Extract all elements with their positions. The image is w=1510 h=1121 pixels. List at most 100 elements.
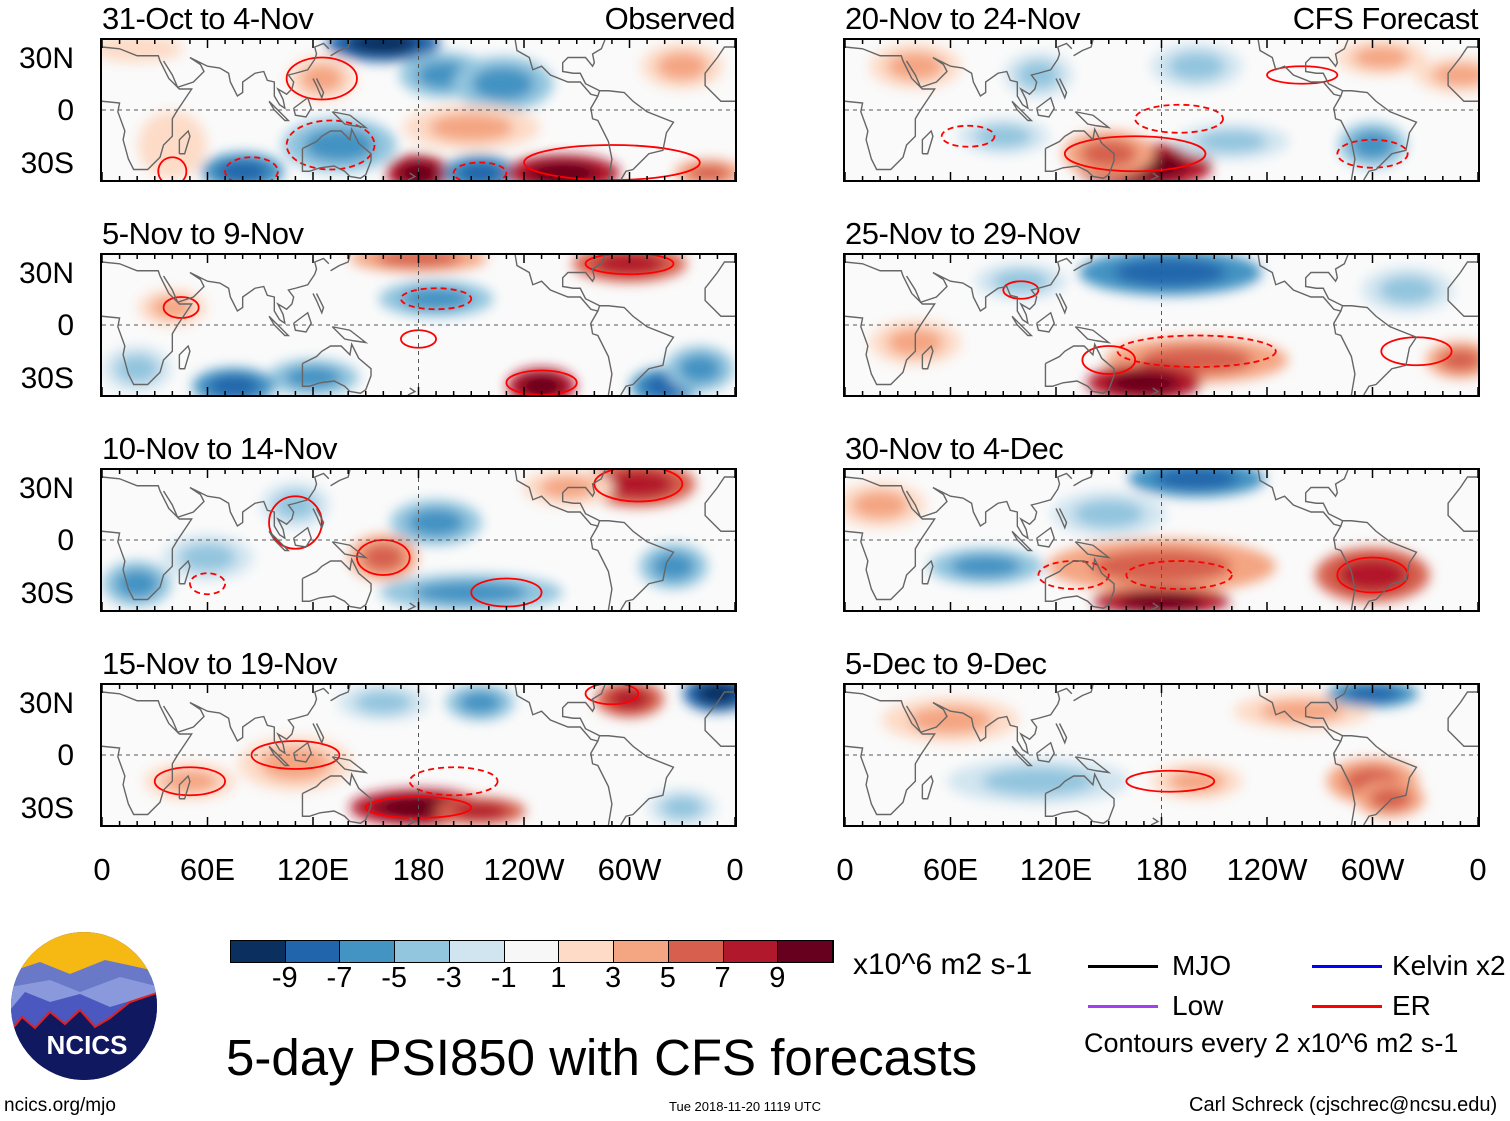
anomaly-core (1379, 276, 1436, 304)
map-panel (843, 253, 1480, 397)
coastline (921, 559, 934, 585)
colorbar-swatch (231, 941, 286, 962)
panel-source-tag: CFS Forecast (1292, 1, 1479, 36)
coastline (1035, 96, 1056, 118)
legend-kelvin-line (1312, 965, 1382, 968)
coastline (162, 257, 330, 325)
map-panel (100, 253, 737, 397)
coastline (1035, 741, 1056, 763)
anomaly-core (852, 491, 909, 519)
coastline (301, 557, 372, 609)
panel-title: 5-Nov to 9-Nov (102, 216, 304, 251)
coastline (312, 293, 325, 315)
coastline (331, 326, 369, 344)
coastline (331, 541, 369, 559)
anomaly-core (1114, 258, 1227, 287)
coastline (1150, 387, 1160, 395)
coastline (845, 476, 936, 601)
anomaly-core (1351, 131, 1394, 159)
coastline (1333, 525, 1356, 610)
y-tick-label: 30N (18, 686, 74, 720)
coastline (514, 255, 606, 312)
coastline (312, 723, 325, 745)
panel-title: 5-Dec to 9-Dec (845, 646, 1047, 681)
y-tick-label: 30S (20, 576, 74, 610)
panel-title: 25-Nov to 29-Nov (845, 216, 1080, 251)
er-contour (162, 296, 200, 319)
anomaly-core (1108, 371, 1180, 394)
coastline (178, 774, 191, 800)
anomaly-core (1439, 348, 1478, 372)
coastline (1342, 735, 1418, 825)
coastline (1011, 530, 1034, 552)
coastline (845, 261, 936, 386)
coastline (292, 741, 313, 763)
legend-low-label: Low (1172, 990, 1224, 1021)
coastline (704, 691, 735, 747)
coastline (162, 472, 330, 540)
colorbar-swatch (778, 941, 834, 962)
er-contour (593, 470, 684, 503)
coastline (1011, 100, 1034, 122)
y-tick-label: 30N (18, 256, 74, 290)
coastline (268, 315, 291, 337)
er-contour (452, 161, 508, 180)
er-contour (189, 572, 226, 596)
anomaly-core (429, 113, 514, 142)
coastline (590, 740, 613, 825)
coastline (1055, 723, 1068, 745)
coastline (1055, 78, 1068, 100)
er-contour (1336, 138, 1409, 169)
anomaly-core (1168, 770, 1225, 793)
er-contour (1125, 769, 1216, 793)
coastline (407, 817, 417, 825)
x-tick-label: 120E (276, 852, 350, 887)
y-tick-label: 0 (57, 309, 74, 342)
coastline (845, 46, 936, 171)
colorbar-swatch (340, 941, 396, 962)
coastline (1044, 342, 1115, 394)
coastline (1257, 685, 1349, 742)
y-tick-label: 0 (57, 94, 74, 127)
er-contour (1002, 280, 1040, 300)
legend-mjo-label: MJO (1172, 950, 1232, 981)
y-tick-label: 30S (20, 361, 74, 395)
er-contour (523, 144, 701, 180)
coastline (590, 525, 613, 610)
coastline (514, 685, 606, 742)
coastline (1074, 541, 1112, 559)
coastline (921, 344, 934, 370)
coastline (162, 687, 330, 755)
panel-title: 10-Nov to 14-Nov (102, 431, 337, 466)
coastline (599, 735, 675, 825)
anomaly-core (458, 691, 502, 714)
colorbar-tick-label: -1 (490, 962, 517, 994)
colorbar-tick-label: 9 (769, 962, 786, 994)
anomaly-core (151, 124, 194, 166)
coastline (590, 310, 613, 395)
coastline (1044, 557, 1115, 609)
coastline (178, 129, 191, 155)
x-tick-label: 0 (836, 852, 854, 887)
colorbar-tick-label: -5 (381, 962, 408, 994)
coastline (331, 111, 369, 129)
footer-url[interactable]: ncics.org/mjo (4, 1095, 116, 1116)
anomaly-core (982, 767, 1095, 796)
coastline (407, 387, 417, 395)
coastline (407, 602, 417, 610)
er-contour (157, 156, 188, 180)
er-contour (153, 766, 226, 797)
anomaly-core (696, 685, 735, 705)
x-tick-label: 60W (597, 852, 662, 887)
colorbar-tick-label: 7 (714, 962, 731, 994)
map-panel (100, 683, 737, 827)
anomaly-core (594, 255, 665, 275)
coastline (1150, 602, 1160, 610)
y-tick-label: 30N (18, 41, 74, 75)
er-contour (1134, 103, 1224, 134)
coastline (845, 691, 936, 816)
er-contour (1063, 135, 1207, 173)
ncics-logo: NCICS (11, 932, 157, 1080)
er-contour (1116, 334, 1277, 368)
coastline (1333, 95, 1356, 180)
